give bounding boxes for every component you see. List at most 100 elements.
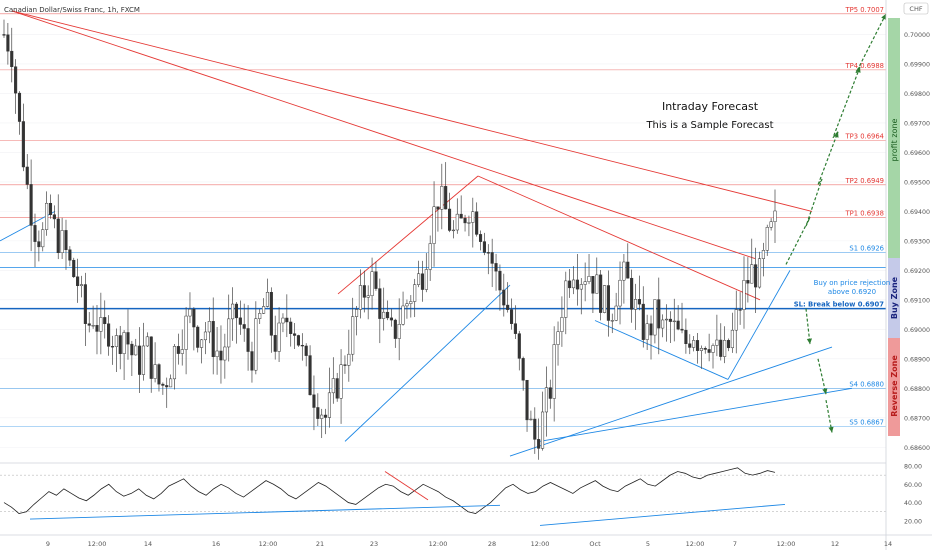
candle-body [444,186,448,210]
candle-body [378,288,382,319]
candle-body [29,184,33,226]
candle-body [664,318,669,321]
candle-body [692,340,696,348]
level-label: TP4 0.6988 [844,62,884,70]
trendline-blue [344,284,511,442]
candle-body [358,285,362,310]
candle-body [618,279,622,307]
candle-body [552,344,556,399]
candle-body [773,210,777,222]
candle-body [482,241,486,253]
buy-note-line2: above 0.6920 [828,288,876,296]
rsi-trendline [539,503,786,526]
level-label: S1 0.6926 [849,245,884,253]
candle-body [33,225,37,242]
candle-body [657,299,661,329]
annotation-subtitle: This is a Sample Forecast [645,120,773,131]
candle-body [324,414,328,418]
candle-body [513,323,517,334]
candle-body [308,355,312,396]
down-arrow-head [806,338,812,345]
candle-body [269,291,273,336]
reverse-zone-label: Reverse Zone [890,355,899,417]
candle-body [277,322,281,352]
candle-body [599,274,603,313]
candle-body [564,280,568,318]
trendline-red [337,175,479,295]
candle-body [176,346,180,354]
candle-body [114,335,118,347]
candle-body [502,289,506,306]
candle-body [250,351,254,371]
candle-body [606,285,610,321]
candle-body [413,284,417,302]
candle-body [223,346,227,361]
candle-body [153,364,157,379]
candle-body [471,211,475,223]
candle-body [486,252,490,254]
candle-body [161,383,165,386]
candle-body [591,276,595,294]
candle-body [316,407,320,419]
candle-body [533,418,537,440]
candle-body [393,319,397,339]
candle-body [184,315,188,350]
candle-body [723,340,727,357]
candle-body [540,411,545,449]
candle-body [149,336,153,379]
reverse-zone-strip [888,338,900,436]
candle-body [219,350,223,361]
rsi-line [3,467,776,514]
up-arrow [785,131,839,265]
down-arrow [817,358,827,395]
candle-body [21,121,25,168]
candle-body [676,320,680,330]
candle-body [227,318,231,348]
candle-body [506,304,510,310]
candle-body [525,379,529,421]
candle-body [312,394,316,408]
candle-body [389,317,393,321]
candle-body [769,221,773,228]
rsi-tick-label: 20.00 [904,518,922,525]
level-lines: TP5 0.7007 TP4 0.6988 TP3 0.6964 TP2 0.6949… [0,6,886,427]
price-tick-label: 0.69700 [904,120,930,127]
candle-body [579,284,583,290]
candle-body [215,350,219,358]
candle-body [699,348,703,351]
candle-body [668,318,672,322]
price-tick-label: 0.69000 [904,327,930,334]
candle-body [455,213,459,231]
candle-body [76,276,80,287]
price-tick-label: 0.68600 [904,445,930,452]
candle-body [653,299,657,336]
trendlines [0,10,853,457]
time-tick-label: 12:00 [88,540,107,548]
time-tick-label: 5 [646,540,650,548]
candle-body [436,206,440,210]
candle-body [556,331,560,345]
candle-body [707,349,711,353]
level-label: TP2 0.6949 [844,177,884,185]
candle-body [14,66,18,94]
candle-body [68,249,72,261]
currency-badge-box[interactable] [903,2,929,15]
trendline-red [11,10,756,259]
candle-body [157,364,161,385]
candle-body [633,299,638,310]
time-tick-label: 14 [144,540,152,548]
trendline-red [477,175,761,301]
price-tick-label: 0.69400 [904,209,930,216]
candle-body [296,335,301,346]
candle-body [688,343,692,348]
candle-body [750,264,754,284]
candle-body [622,261,626,281]
price-tick-label: 0.69100 [904,297,930,304]
candle-body [684,329,688,344]
candle-body [351,316,355,355]
candle-body [72,259,76,278]
candle-body [265,291,270,307]
level-label: TP3 0.6964 [844,133,884,141]
candle-body [626,261,630,279]
candle-body [145,336,149,347]
